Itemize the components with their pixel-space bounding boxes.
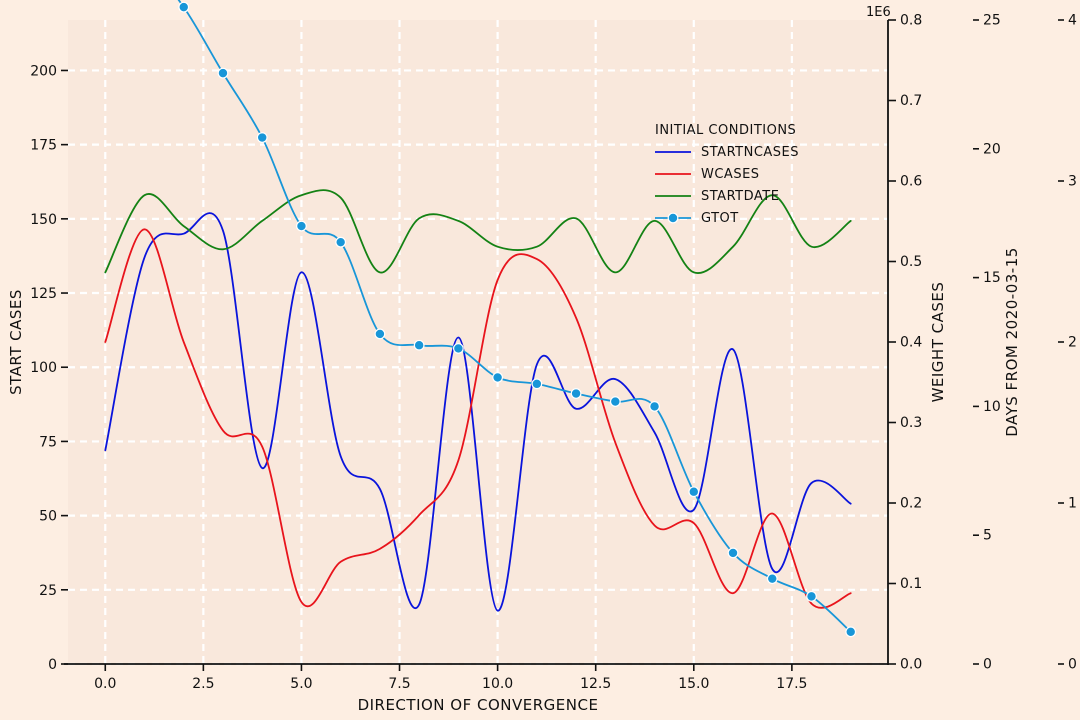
plot-background xyxy=(68,20,888,664)
legend: INITIAL CONDITIONS STARTNCASES WCASES START… xyxy=(655,123,799,226)
y-axis-title-right3: GTOT xyxy=(1078,320,1080,364)
data-point-gtot xyxy=(806,590,817,602)
y-tick-label-left: 175 xyxy=(30,138,57,154)
y-tick-label-right2: 25 xyxy=(983,13,1001,29)
y-tick-label-right1: 0.1 xyxy=(900,576,922,592)
data-point-gtot xyxy=(609,396,621,407)
y-tick-label-right2: 15 xyxy=(983,270,1001,286)
y-tick-label-right2: 10 xyxy=(983,399,1001,415)
legend-label-wcases: WCASES xyxy=(701,167,760,182)
y-tick-label-right1: 0.0 xyxy=(900,657,922,673)
y-tick-label-right1: 0.2 xyxy=(900,496,922,512)
y-tick-label-right1: 0.6 xyxy=(900,174,922,190)
legend-title: INITIAL CONDITIONS xyxy=(655,123,796,138)
data-point-gtot xyxy=(688,486,700,498)
y-tick-label-left: 200 xyxy=(30,63,57,79)
x-tick-label: 17.5 xyxy=(776,676,807,692)
y-tick-label-right3: 2 xyxy=(1068,335,1077,351)
y-tick-label-right3: 0 xyxy=(1068,657,1077,673)
data-point-gtot xyxy=(531,378,543,390)
series-line-startdate xyxy=(104,189,852,274)
x-tick-label: 5.0 xyxy=(290,676,312,692)
legend-label-startdate: STARTDATE xyxy=(701,189,779,204)
data-point-gtot xyxy=(845,626,857,638)
y-tick-label-left: 0 xyxy=(48,657,57,673)
y-axis-title-right2: DAYS FROM 2020-03-15 xyxy=(1003,247,1021,437)
y-tick-label-left: 150 xyxy=(30,212,57,228)
x-axis-title: DIRECTION OF CONVERGENCE xyxy=(358,696,599,714)
y-tick-label-right3: 1 xyxy=(1068,496,1077,512)
y-tick-label-right1: 0.8 xyxy=(900,13,922,29)
y-tick-label-right3: 4 xyxy=(1068,13,1077,29)
x-tick-label: 7.5 xyxy=(388,676,410,692)
y-tick-label-left: 50 xyxy=(39,509,57,525)
data-point-gtot xyxy=(335,236,347,248)
y-tick-label-right2: 0 xyxy=(983,657,992,673)
series-line-gtot xyxy=(177,0,852,633)
y-tick-label-left: 125 xyxy=(30,286,57,302)
data-point-gtot xyxy=(178,1,190,13)
data-point-gtot xyxy=(256,132,268,143)
data-point-gtot xyxy=(570,388,582,399)
y-tick-label-right2: 20 xyxy=(983,141,1001,157)
data-point-gtot xyxy=(374,328,386,340)
y-tick-label-right1: 0.7 xyxy=(900,93,922,109)
axes-group: 0.0 2.5 5.0 7.5 10.0 12.5 15.0 17.5025507510012… xyxy=(30,5,1077,692)
y-tick-label-left: 100 xyxy=(30,360,57,376)
x-tick-label: 10.0 xyxy=(482,676,513,692)
legend-label-startncases: STARTNCASES xyxy=(701,145,799,160)
offset-label-weight-cases: 1E6 xyxy=(866,5,891,20)
y-tick-label-right1: 0.5 xyxy=(900,254,922,270)
axis-labels: DIRECTION OF CONVERGENCE START CASES WEIGH… xyxy=(7,247,1080,714)
y-axis-title-left: START CASES xyxy=(7,289,25,395)
y-tick-label-left: 25 xyxy=(39,583,57,599)
data-point-gtot xyxy=(727,547,739,559)
y-tick-label-right1: 0.4 xyxy=(900,335,922,351)
series-group xyxy=(104,0,857,638)
legend-label-gtot: GTOT xyxy=(701,211,739,226)
y-tick-label-right1: 0.3 xyxy=(900,415,922,431)
data-point-gtot xyxy=(452,343,464,354)
y-tick-label-right3: 3 xyxy=(1068,174,1077,190)
data-point-gtot xyxy=(492,372,504,383)
data-point-gtot xyxy=(413,339,425,351)
data-point-gtot xyxy=(649,401,660,412)
y-axis-title-right1: WEIGHT CASES xyxy=(929,282,947,403)
y-tick-label-left: 75 xyxy=(39,434,57,450)
x-tick-label: 12.5 xyxy=(580,676,611,692)
legend-marker-gtot xyxy=(667,212,679,224)
data-point-gtot xyxy=(296,220,307,232)
series-line-wcases xyxy=(104,228,852,609)
x-tick-label: 0.0 xyxy=(94,676,116,692)
x-tick-label: 15.0 xyxy=(678,676,709,692)
y-tick-label-right2: 5 xyxy=(983,528,992,544)
data-point-gtot xyxy=(217,67,229,79)
data-point-gtot xyxy=(766,573,778,585)
x-tick-label: 2.5 xyxy=(192,676,214,692)
